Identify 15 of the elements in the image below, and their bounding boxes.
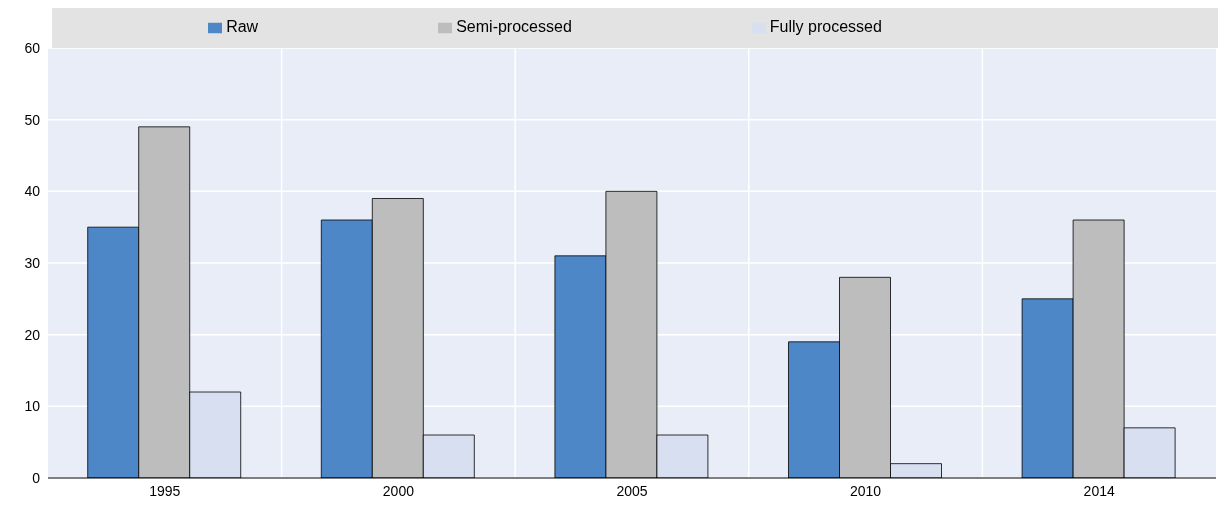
- x-tick-label: 2005: [616, 482, 648, 499]
- legend-label: Semi-processed: [456, 18, 572, 35]
- legend-label: Fully processed: [769, 18, 882, 35]
- y-tick-label: 30: [24, 254, 41, 271]
- y-tick-label: 60: [24, 39, 41, 56]
- x-tick-label: 1995: [149, 482, 181, 499]
- y-tick-label: 20: [24, 326, 41, 343]
- x-tick-label: 2010: [850, 482, 882, 499]
- y-tick-label: 0: [32, 469, 41, 486]
- x-tick-label: 2000: [382, 482, 415, 499]
- y-tick-label: 40: [24, 183, 41, 200]
- y-tick-label: 10: [24, 398, 41, 415]
- x-tick-label: 2014: [1083, 482, 1115, 499]
- y-tick-label: 50: [24, 111, 41, 128]
- legend-label: Raw: [226, 18, 259, 35]
